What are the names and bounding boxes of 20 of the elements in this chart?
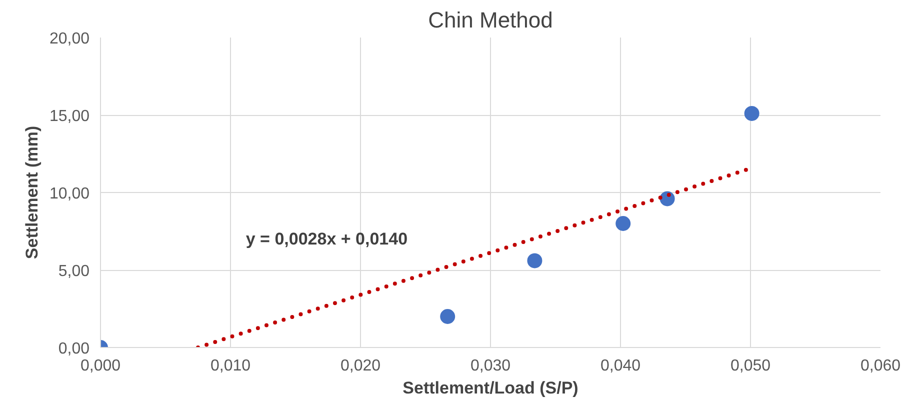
y-tick-label: 5,00 (58, 263, 90, 280)
point (744, 106, 760, 121)
chart-title: Chin Method (428, 8, 553, 32)
y-tick-label: 0,00 (58, 340, 90, 358)
point (527, 253, 542, 268)
x-tick-label: 0,050 (730, 358, 771, 374)
point (440, 309, 456, 324)
x-tick-label: 0,040 (600, 358, 641, 374)
x-axis-title: Settlement/Load (S/P) (402, 378, 578, 398)
y-axis-title: Settlement (mm) (22, 126, 42, 260)
y-tick-label: 10,00 (49, 186, 90, 202)
x-tick-label: 0,030 (470, 358, 511, 374)
x-tick-label: 0,000 (80, 358, 121, 374)
annotation: y = 0,0028x + 0,0140 (246, 230, 408, 248)
point (616, 216, 631, 231)
y-tick-label: 15,00 (49, 108, 90, 125)
x-tick-label: 0,020 (340, 358, 381, 374)
x-tick-label: 0,060 (860, 358, 901, 374)
x-tick-label: 0,010 (210, 358, 251, 374)
y-tick-label: 20,00 (49, 30, 90, 48)
